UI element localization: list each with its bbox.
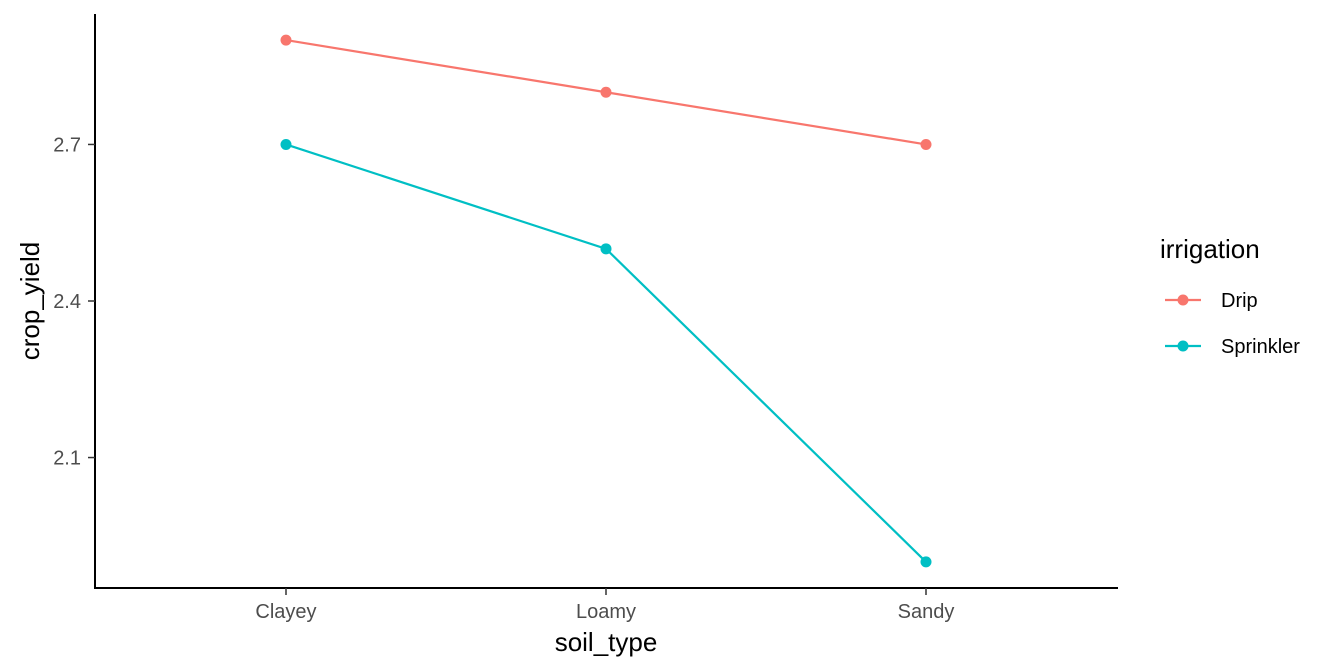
- legend-label: Drip: [1221, 290, 1258, 312]
- y-tick-label: 2.1: [53, 448, 81, 470]
- legend-title: irrigation: [1160, 234, 1260, 264]
- legend-item: Sprinkler: [1165, 336, 1300, 358]
- data-point: [920, 138, 932, 150]
- legend-key-point: [1177, 340, 1189, 352]
- x-axis-title: soil_type: [555, 627, 658, 657]
- data-point: [600, 243, 612, 255]
- legend: irrigation Drip Sprinkler: [1160, 234, 1300, 358]
- legend-key-point: [1177, 294, 1189, 306]
- data-point: [280, 34, 292, 46]
- legend-label: Sprinkler: [1221, 336, 1300, 358]
- x-tick-label: Loamy: [576, 601, 636, 623]
- legend-item: Drip: [1165, 290, 1258, 312]
- series-line: [285, 143, 927, 563]
- y-axis-ticks: 2.1 2.4 2.7: [53, 134, 95, 470]
- y-axis-title: crop_yield: [15, 242, 45, 361]
- data-point: [920, 556, 932, 568]
- y-tick-label: 2.7: [53, 134, 81, 156]
- data-point: [600, 86, 612, 98]
- series-layer: [280, 34, 932, 568]
- data-point: [280, 138, 292, 150]
- x-tick-label: Clayey: [255, 601, 316, 623]
- x-axis-ticks: Clayey Loamy Sandy: [255, 588, 954, 623]
- y-tick-label: 2.4: [53, 291, 81, 313]
- series-sprinkler: [280, 138, 932, 568]
- series-drip: [280, 34, 932, 150]
- legend-items: Drip Sprinkler: [1165, 290, 1300, 358]
- x-tick-label: Sandy: [898, 601, 955, 623]
- plot-panel: Clayey Loamy Sandy 2.1 2.4 2.7: [53, 14, 1118, 623]
